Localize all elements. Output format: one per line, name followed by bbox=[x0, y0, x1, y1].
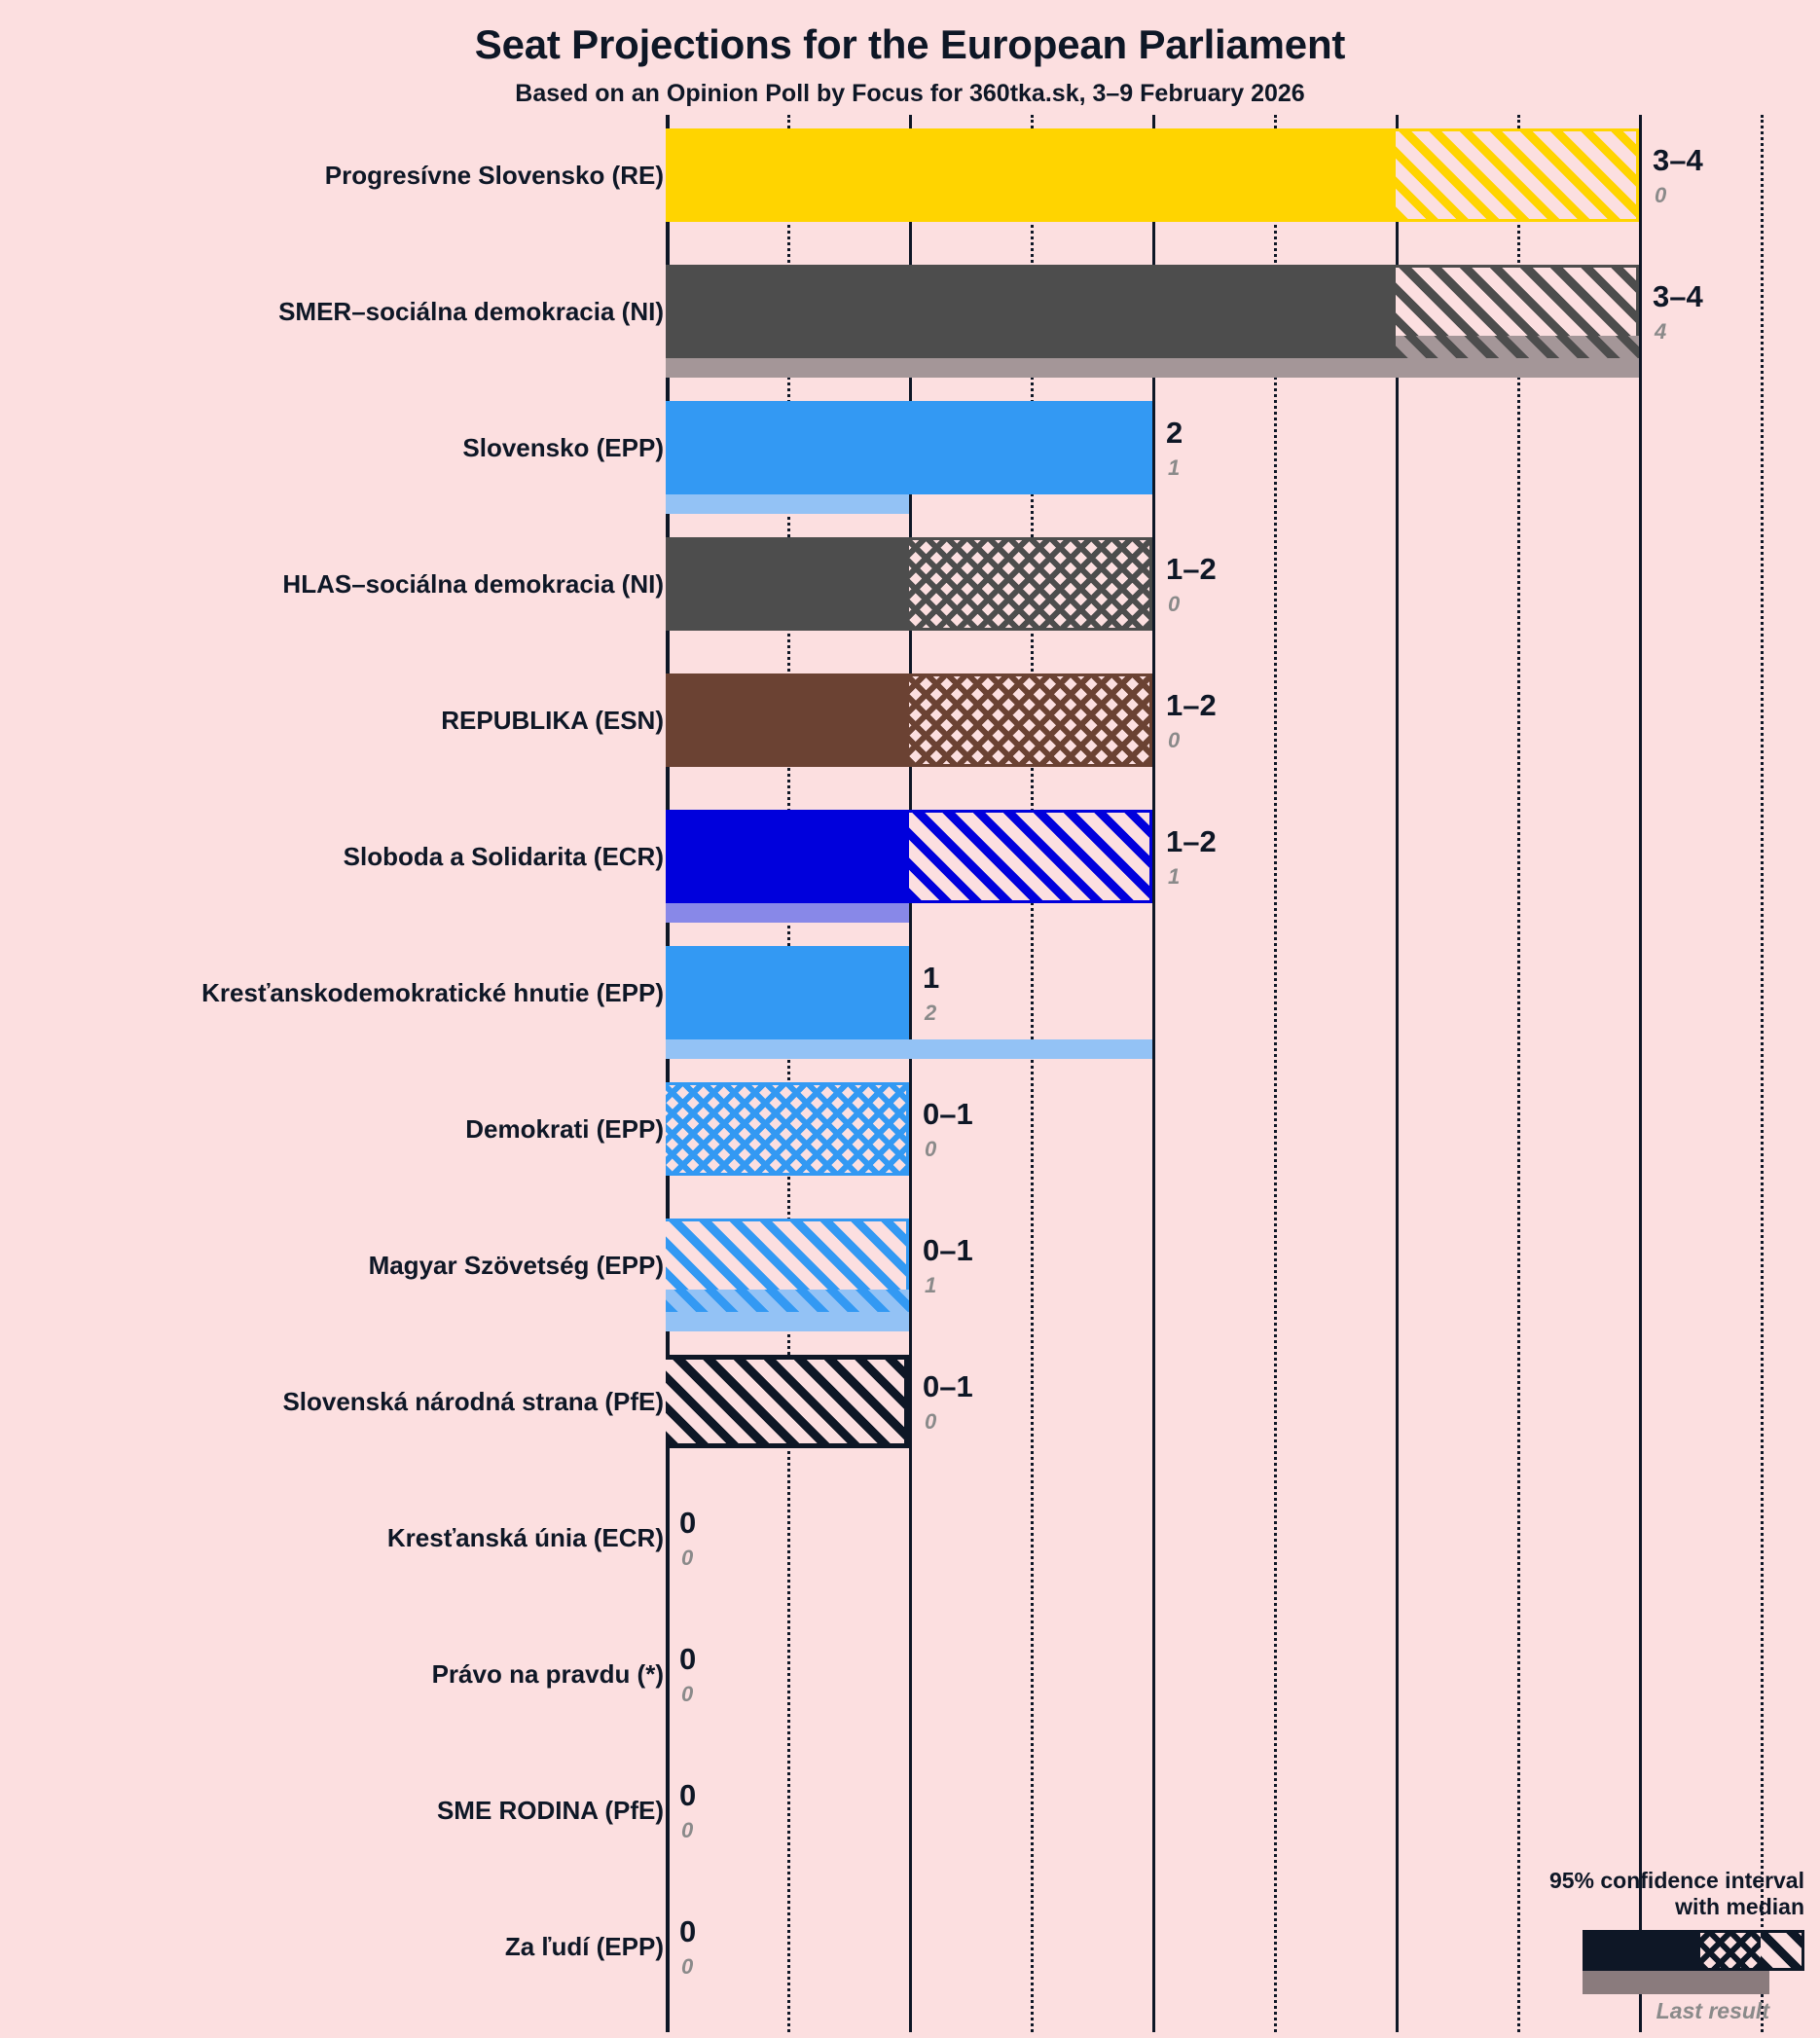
last-result-bar bbox=[666, 1039, 1152, 1059]
legend-ci-label: 95% confidence interval with median bbox=[1548, 1867, 1804, 1919]
legend-last-result-label: Last result bbox=[1656, 1998, 1769, 2023]
last-result-value: 0 bbox=[1168, 728, 1181, 752]
last-result-value: 0 bbox=[681, 1818, 694, 1842]
chart-row: Právo na pravdu (*) 0 0 bbox=[0, 1627, 1820, 1740]
confidence-interval-bar bbox=[1396, 128, 1639, 222]
last-result-bar bbox=[666, 903, 909, 923]
page-title: Seat Projections for the European Parlia… bbox=[474, 21, 1346, 67]
confidence-interval-bar bbox=[666, 1082, 909, 1176]
party-label: Kresťanská únia (ECR) bbox=[386, 1523, 664, 1552]
party-label: Kresťanskodemokratické hnutie (EPP) bbox=[201, 978, 664, 1007]
seat-projection-value: 0 bbox=[679, 1914, 697, 1948]
legend-ci-swatch bbox=[1583, 1930, 1804, 1971]
chart-legend: 95% confidence interval with median Last… bbox=[1396, 1868, 1804, 2024]
legend-last-result-swatch bbox=[1583, 1971, 1769, 1994]
confidence-interval-bar bbox=[909, 810, 1152, 903]
chart-row: Kresťanská únia (ECR) 0 0 bbox=[0, 1491, 1820, 1604]
last-result-value: 0 bbox=[925, 1137, 937, 1161]
legend-crosshatch-segment bbox=[1700, 1933, 1761, 1968]
gridline-half-1.5 bbox=[1031, 115, 1034, 2032]
last-result-value: 4 bbox=[1655, 319, 1667, 344]
confidence-interval-bar bbox=[666, 1355, 909, 1448]
gridline-4 bbox=[1639, 115, 1642, 2032]
seat-projection-value: 2 bbox=[1166, 416, 1183, 450]
party-label: Slovensko (EPP) bbox=[462, 433, 664, 462]
chart-row: Za ľudí (EPP) 0 0 bbox=[0, 1900, 1820, 2013]
seat-projection-value: 0 bbox=[679, 1642, 697, 1676]
chart-row: SMER–sociálna demokracia (NI) 3–4 4 bbox=[0, 265, 1820, 378]
gridline-half-3.5 bbox=[1517, 115, 1520, 2032]
median-bar bbox=[666, 401, 1152, 494]
last-result-value: 1 bbox=[1168, 864, 1181, 889]
last-result-value: 0 bbox=[1655, 183, 1667, 207]
party-label: HLAS–sociálna demokracia (NI) bbox=[282, 569, 664, 599]
last-result-bar bbox=[666, 1312, 909, 1331]
last-result-value: 2 bbox=[925, 1001, 937, 1025]
last-result-value: 0 bbox=[925, 1409, 937, 1434]
seat-projection-value: 1–2 bbox=[1166, 552, 1217, 586]
party-label: Sloboda a Solidarita (ECR) bbox=[343, 842, 664, 871]
party-label: Právo na pravdu (*) bbox=[431, 1659, 664, 1689]
last-result-value: 0 bbox=[681, 1682, 694, 1706]
median-bar bbox=[666, 946, 909, 1039]
median-bar bbox=[666, 673, 909, 767]
gridline-0 bbox=[666, 115, 670, 2032]
party-label: Za ľudí (EPP) bbox=[504, 1932, 664, 1961]
seat-projection-value: 0–1 bbox=[923, 1233, 973, 1267]
legend-diagonal-segment bbox=[1761, 1933, 1802, 1968]
seat-projection-value: 0 bbox=[679, 1778, 697, 1812]
median-bar bbox=[666, 128, 1396, 222]
chart-row: Slovenská národná strana (PfE) 0–1 0 bbox=[0, 1355, 1820, 1468]
chart-subtitle: Based on an Opinion Poll by Focus for 36… bbox=[515, 80, 1305, 107]
party-label: REPUBLIKA (ESN) bbox=[441, 706, 664, 735]
chart-row: Slovensko (EPP) 2 1 bbox=[0, 401, 1820, 514]
seat-projection-value: 3–4 bbox=[1653, 279, 1703, 313]
chart-row: Magyar Szövetség (EPP) 0–1 1 bbox=[0, 1219, 1820, 1331]
last-result-value: 1 bbox=[925, 1273, 937, 1297]
party-label: Slovenská národná strana (PfE) bbox=[282, 1387, 664, 1416]
seat-projection-value: 1–2 bbox=[1166, 824, 1217, 858]
chart-row: Progresívne Slovensko (RE) 3–4 0 bbox=[0, 128, 1820, 241]
confidence-interval-bar bbox=[909, 537, 1152, 631]
seat-projection-value: 3–4 bbox=[1653, 143, 1703, 177]
chart-row: SME RODINA (PfE) 0 0 bbox=[0, 1764, 1820, 1876]
last-result-value: 1 bbox=[1168, 455, 1181, 480]
party-label: Magyar Szövetség (EPP) bbox=[368, 1251, 664, 1280]
seat-projection-value: 1 bbox=[923, 961, 940, 995]
last-result-value: 0 bbox=[681, 1546, 694, 1570]
confidence-interval-last-overlap bbox=[1396, 336, 1639, 358]
chart-row: Sloboda a Solidarita (ECR) 1–2 1 bbox=[0, 810, 1820, 923]
gridline-half-0.5 bbox=[787, 115, 790, 2032]
seat-projection-value: 1–2 bbox=[1166, 688, 1217, 722]
confidence-interval-bar bbox=[909, 673, 1152, 767]
party-label: Demokrati (EPP) bbox=[465, 1114, 664, 1144]
party-label: SMER–sociálna demokracia (NI) bbox=[278, 297, 664, 326]
last-result-value: 0 bbox=[681, 1954, 694, 1979]
chart-row: Demokrati (EPP) 0–1 0 bbox=[0, 1082, 1820, 1195]
last-result-bar bbox=[666, 494, 909, 514]
gridline-2 bbox=[1152, 115, 1155, 2032]
confidence-interval-last-overlap bbox=[666, 1290, 909, 1312]
last-result-bar bbox=[666, 358, 1639, 378]
gridline-half-4.5 bbox=[1761, 115, 1764, 2032]
seat-projection-value: 0–1 bbox=[923, 1369, 973, 1403]
last-result-value: 0 bbox=[1168, 592, 1181, 616]
gridline-3 bbox=[1396, 115, 1399, 2032]
party-label: SME RODINA (PfE) bbox=[436, 1796, 664, 1825]
chart-row: Kresťanskodemokratické hnutie (EPP) 1 2 bbox=[0, 946, 1820, 1059]
seat-projection-value: 0–1 bbox=[923, 1097, 973, 1131]
median-bar bbox=[666, 265, 1396, 358]
chart-row: HLAS–sociálna demokracia (NI) 1–2 0 bbox=[0, 537, 1820, 650]
gridline-half-2.5 bbox=[1274, 115, 1277, 2032]
seat-projection-value: 0 bbox=[679, 1506, 697, 1540]
party-label: Progresívne Slovensko (RE) bbox=[324, 161, 664, 190]
median-bar bbox=[666, 537, 909, 631]
median-bar bbox=[666, 810, 909, 903]
gridline-1 bbox=[909, 115, 912, 2032]
chart-row: REPUBLIKA (ESN) 1–2 0 bbox=[0, 673, 1820, 786]
